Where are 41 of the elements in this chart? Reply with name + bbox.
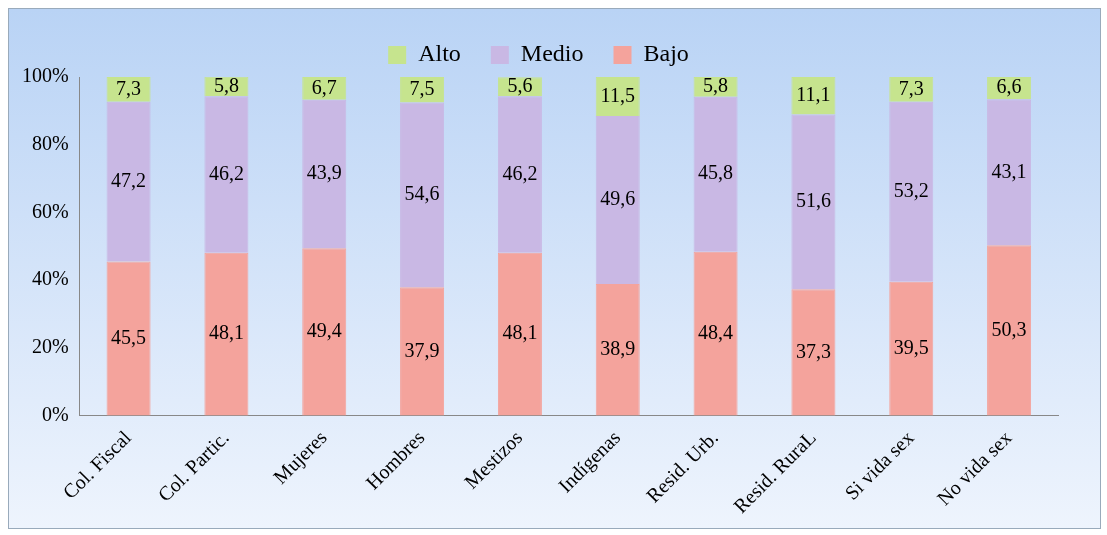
data-label: 48,1 [502, 321, 538, 344]
data-label: 48,4 [698, 320, 734, 343]
y-tick-label: 40% [31, 267, 69, 290]
data-label: 49,6 [600, 187, 636, 210]
data-label: 11,1 [796, 83, 831, 106]
data-label: 11,5 [600, 83, 635, 106]
data-label: 54,6 [404, 182, 440, 205]
x-tick-label: No vida sex [932, 426, 1016, 510]
data-label: 7,5 [409, 76, 435, 99]
data-label: 47,2 [111, 168, 147, 191]
data-label: 53,2 [893, 179, 929, 202]
data-label: 7,3 [116, 76, 142, 99]
data-label: 43,1 [991, 159, 1027, 182]
data-label: 37,9 [404, 338, 440, 361]
data-label: 7,3 [898, 76, 924, 99]
data-label: 50,3 [991, 317, 1027, 340]
y-tick-label: 100% [21, 64, 69, 87]
data-label: 49,4 [306, 319, 342, 342]
data-label: 38,9 [600, 337, 636, 360]
data-label: 37,3 [795, 339, 831, 362]
y-tick-label: 20% [31, 335, 69, 358]
data-label: 5,8 [213, 73, 239, 96]
data-label: 45,8 [698, 161, 734, 184]
data-label: 51,6 [795, 189, 831, 212]
data-label: 45,5 [111, 325, 147, 348]
data-label: 5,8 [703, 74, 729, 97]
y-tick-label: 60% [31, 199, 69, 222]
data-label: 43,9 [306, 161, 342, 184]
data-label: 48,1 [208, 321, 244, 344]
data-label: 6,7 [311, 75, 337, 98]
data-label: 46,2 [208, 161, 244, 184]
legend-label: Bajo [643, 40, 689, 67]
data-label: 39,5 [893, 335, 929, 358]
legend-label: Medio [520, 40, 584, 67]
data-label: 46,2 [502, 161, 538, 184]
y-tick-label: 0% [41, 402, 69, 425]
data-label: 6,6 [996, 75, 1022, 98]
x-tick-label: Si vida sex [840, 426, 918, 504]
legend-label: Alto [418, 40, 461, 67]
data-label: 5,6 [507, 74, 533, 97]
y-tick-label: 80% [31, 131, 69, 154]
